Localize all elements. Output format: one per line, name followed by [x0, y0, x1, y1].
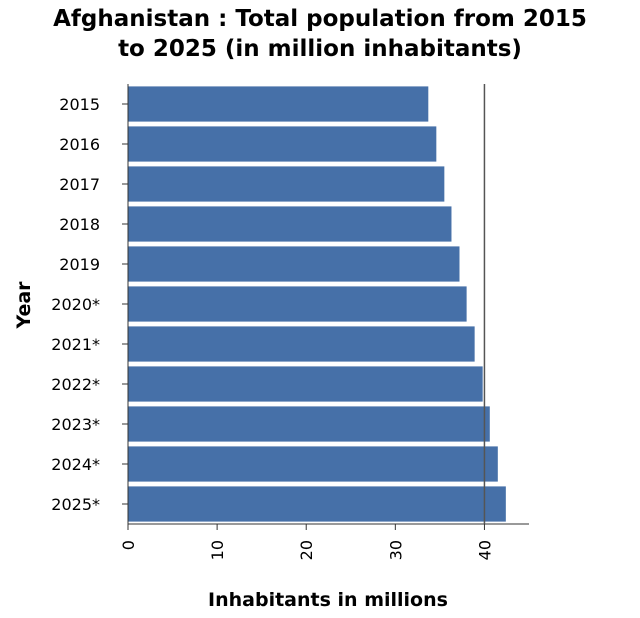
- bar-2020-proj: [128, 286, 467, 322]
- chart-title: Afghanistan : Total population from 2015…: [53, 6, 587, 62]
- y-tick-label: 2025*: [51, 495, 100, 514]
- bar-2024-proj: [128, 446, 498, 482]
- bar-2025-proj: [128, 486, 506, 522]
- bar-2021-proj: [128, 326, 475, 362]
- bar-2015: [128, 86, 429, 122]
- bar-2019: [128, 246, 460, 282]
- y-tick-label: 2023*: [51, 415, 100, 434]
- y-tick-label: 2017: [59, 175, 100, 194]
- y-axis-title: Year: [13, 281, 35, 330]
- y-tick-labels: 2015 2016 2017 2018 2019 2020* 2021* 2022* 2023*…: [51, 95, 100, 514]
- y-tick-label: 2018: [59, 215, 100, 234]
- bar-2016: [128, 126, 437, 162]
- axes-group: [122, 84, 529, 530]
- x-tick-label: 30: [386, 540, 405, 560]
- bar-2018: [128, 206, 452, 242]
- y-tick-label: 2016: [59, 135, 100, 154]
- bars-group: [128, 86, 506, 522]
- y-tick-label: 2020*: [51, 295, 100, 314]
- x-tick-labels: 0 10 20 30 40: [119, 540, 494, 560]
- y-tick-label: 2022*: [51, 375, 100, 394]
- y-tick-label: 2024*: [51, 455, 100, 474]
- bar-2022-proj: [128, 366, 483, 402]
- y-tick-label: 2019: [59, 255, 100, 274]
- x-axis-title: Inhabitants in millions: [208, 589, 448, 611]
- x-tick-label: 20: [297, 540, 316, 560]
- x-tick-label: 0: [119, 540, 138, 550]
- bar-2017: [128, 166, 445, 202]
- y-tick-label: 2015: [59, 95, 100, 114]
- bar-2023-proj: [128, 406, 490, 442]
- x-tick-label: 10: [208, 540, 227, 560]
- x-tick-label: 40: [475, 540, 494, 560]
- y-tick-label: 2021*: [51, 335, 100, 354]
